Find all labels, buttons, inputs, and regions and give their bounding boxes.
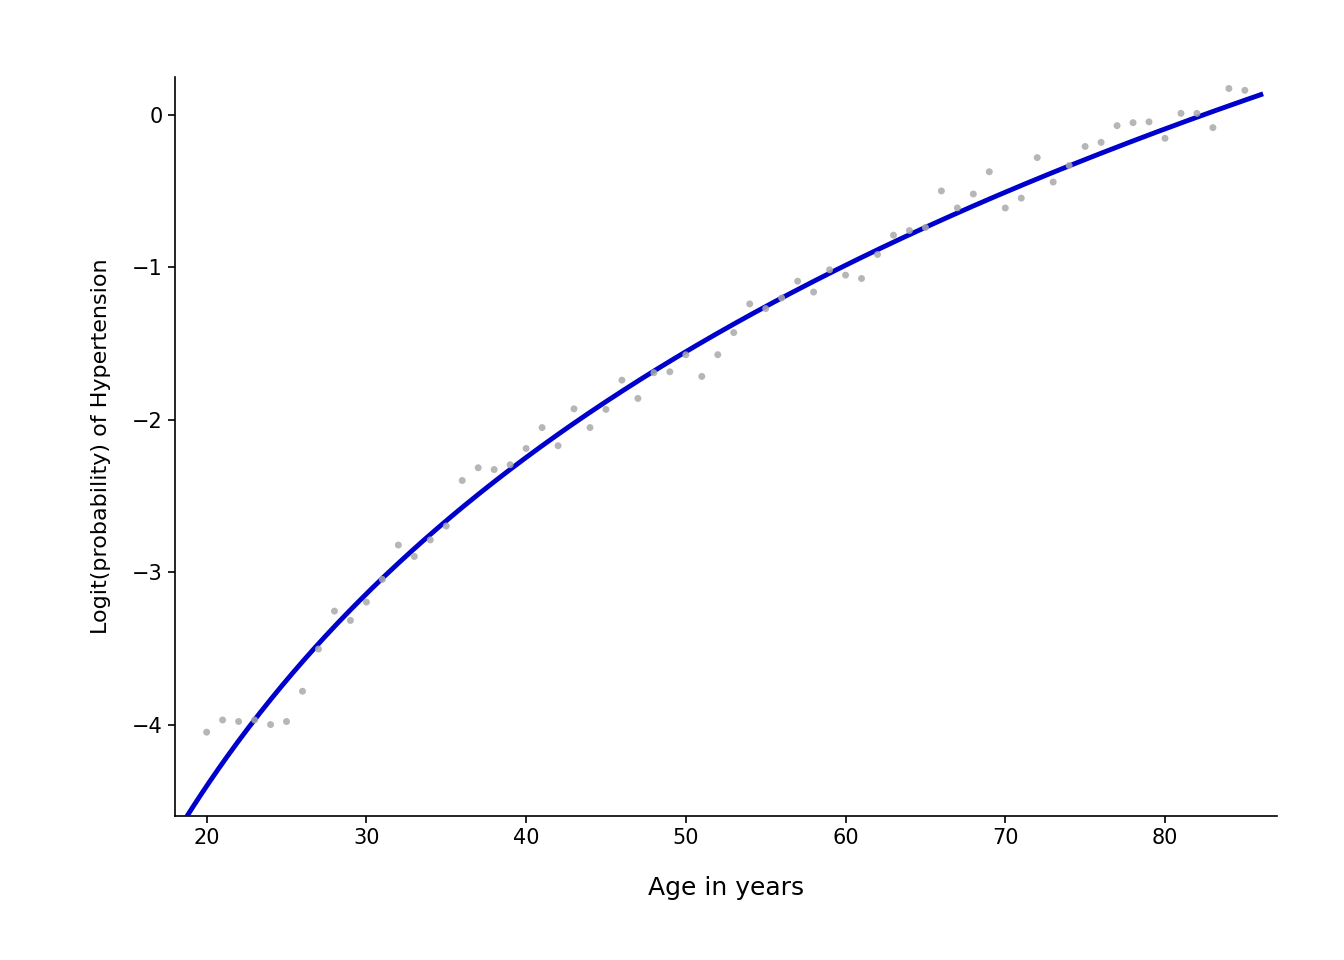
Point bbox=[1138, 114, 1160, 130]
Point bbox=[851, 271, 872, 286]
Point bbox=[675, 348, 696, 363]
Point bbox=[628, 391, 649, 406]
Point bbox=[1154, 131, 1176, 146]
Point bbox=[387, 538, 409, 553]
Point bbox=[978, 164, 1000, 180]
Point bbox=[1187, 106, 1208, 121]
Point bbox=[930, 183, 952, 199]
Point bbox=[835, 268, 856, 283]
X-axis label: Age in years: Age in years bbox=[648, 876, 804, 900]
Point bbox=[484, 462, 505, 477]
Point bbox=[739, 297, 761, 312]
Point bbox=[468, 460, 489, 475]
Point bbox=[419, 532, 441, 547]
Point bbox=[228, 714, 250, 730]
Point bbox=[1202, 120, 1223, 135]
Point bbox=[946, 201, 968, 216]
Point bbox=[212, 712, 234, 728]
Point bbox=[755, 300, 777, 316]
Point bbox=[691, 369, 712, 384]
Point bbox=[995, 201, 1016, 216]
Point bbox=[196, 725, 218, 740]
Y-axis label: Logit(probability) of Hypertension: Logit(probability) of Hypertension bbox=[91, 258, 112, 635]
Point bbox=[962, 186, 984, 202]
Point bbox=[308, 641, 329, 657]
Point bbox=[1043, 175, 1064, 190]
Point bbox=[243, 712, 265, 728]
Point bbox=[802, 284, 824, 300]
Point bbox=[547, 438, 569, 453]
Point bbox=[723, 324, 745, 340]
Point bbox=[771, 290, 793, 305]
Point bbox=[1171, 106, 1192, 121]
Point bbox=[340, 612, 362, 628]
Point bbox=[1234, 83, 1255, 98]
Point bbox=[563, 401, 585, 417]
Point bbox=[867, 247, 888, 262]
Point bbox=[707, 347, 728, 362]
Point bbox=[1218, 81, 1239, 96]
Point bbox=[1011, 190, 1032, 205]
Point bbox=[324, 604, 345, 619]
Point bbox=[1074, 139, 1095, 155]
Point bbox=[531, 420, 552, 435]
Point bbox=[435, 518, 457, 534]
Point bbox=[786, 274, 808, 289]
Point bbox=[915, 220, 937, 235]
Point bbox=[515, 441, 536, 456]
Point bbox=[292, 684, 313, 699]
Point bbox=[371, 572, 392, 588]
Point bbox=[452, 473, 473, 489]
Point bbox=[1106, 118, 1128, 133]
Point bbox=[579, 420, 601, 435]
Point bbox=[659, 364, 680, 379]
Point bbox=[1027, 150, 1048, 165]
Point bbox=[356, 594, 378, 610]
Point bbox=[1122, 115, 1144, 131]
Point bbox=[612, 372, 633, 388]
Point bbox=[818, 262, 840, 277]
Point bbox=[276, 714, 297, 730]
Point bbox=[1090, 134, 1111, 150]
Point bbox=[1059, 157, 1081, 173]
Point bbox=[644, 365, 665, 380]
Point bbox=[403, 549, 425, 564]
Point bbox=[899, 223, 921, 238]
Point bbox=[883, 228, 905, 243]
Point bbox=[595, 401, 617, 417]
Point bbox=[500, 457, 521, 472]
Point bbox=[259, 717, 281, 732]
